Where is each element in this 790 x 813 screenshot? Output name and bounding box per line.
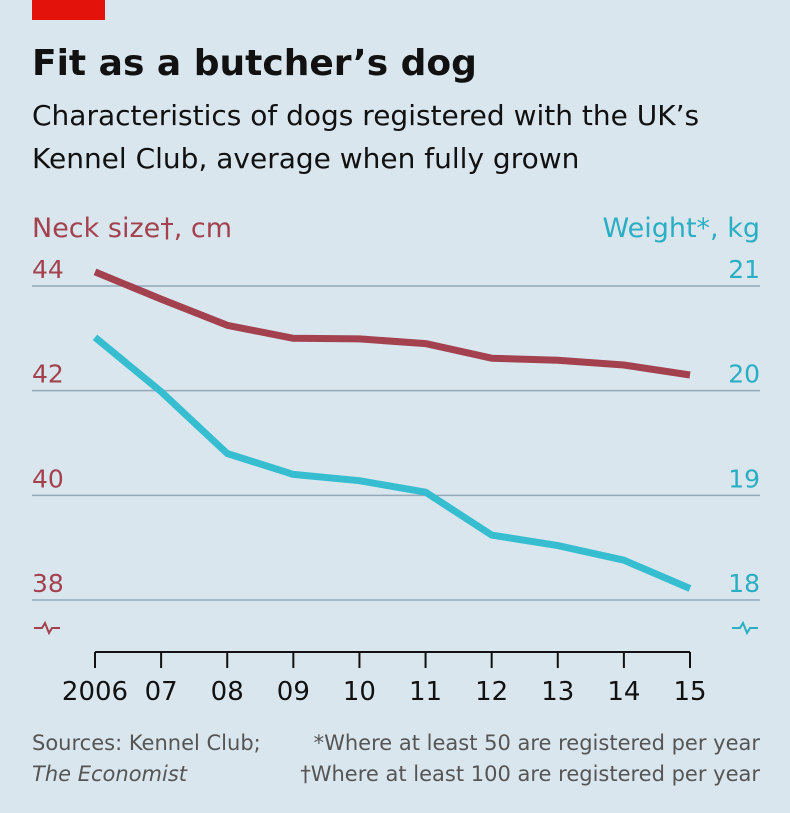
chart-subtitle: Characteristics of dogs registered with … — [32, 99, 699, 132]
y2-tick-label: 21 — [728, 255, 760, 284]
x-tick-label: 15 — [673, 677, 706, 707]
y-tick-label: 44 — [32, 255, 64, 284]
chart-subtitle: Kennel Club, average when fully grown — [32, 142, 579, 175]
x-tick-label: 10 — [343, 677, 376, 707]
axis-break — [34, 620, 60, 636]
x-tick-label: 12 — [475, 677, 508, 707]
brand-bar — [32, 0, 105, 20]
footnote: †Where at least 100 are registered per y… — [300, 762, 760, 786]
x-tick-label: 14 — [607, 677, 640, 707]
x-tick-label: 08 — [211, 677, 244, 707]
footnote: *Where at least 50 are registered per ye… — [314, 731, 761, 755]
y-axis-title: Neck size†, cm — [32, 213, 232, 244]
y2-tick-label: 18 — [728, 569, 760, 598]
axis-break — [732, 620, 758, 636]
chart-title: Fit as a butcher’s dog — [32, 43, 477, 84]
data-line — [93, 268, 691, 379]
x-tick-label: 07 — [145, 677, 178, 707]
x-tick-label: 11 — [409, 677, 442, 707]
y-tick-label: 40 — [32, 464, 64, 493]
x-tick-label: 09 — [277, 677, 310, 707]
y2-tick-label: 20 — [728, 360, 760, 389]
x-tick-label: 2006 — [62, 677, 128, 707]
x-tick-label: 13 — [541, 677, 574, 707]
y-tick-label: 38 — [32, 569, 64, 598]
source: The Economist — [32, 762, 188, 786]
y2-tick-label: 19 — [728, 464, 760, 493]
y2-axis-title: Weight*, kg — [602, 213, 760, 244]
y-tick-label: 42 — [32, 360, 64, 389]
source: Sources: Kennel Club; — [32, 731, 261, 755]
data-line — [92, 334, 692, 592]
